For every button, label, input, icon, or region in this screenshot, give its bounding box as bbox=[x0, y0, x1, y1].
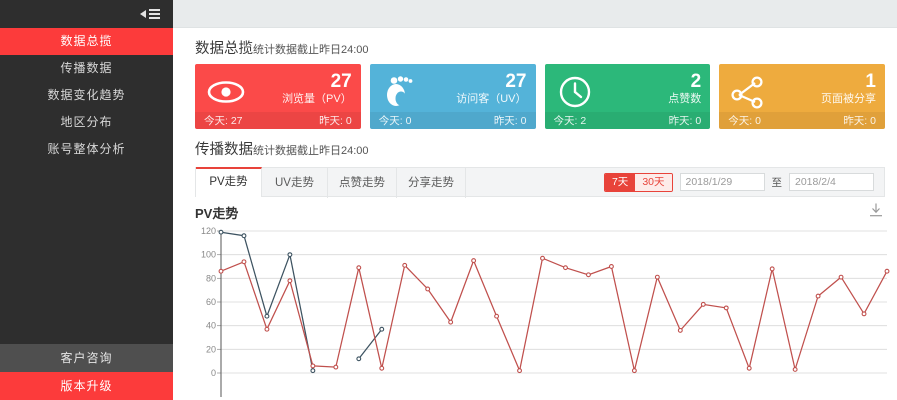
tab-label: UV走势 bbox=[275, 177, 314, 189]
spread-subtitle: 统计数据截止昨日24:00 bbox=[253, 145, 369, 157]
svg-text:80: 80 bbox=[206, 273, 216, 283]
main-content: 数据总揽统计数据截止昨日24:00 27 浏览量（PV） 今天: 27 bbox=[173, 28, 897, 400]
stat-label: 访问客（UV） bbox=[456, 93, 527, 105]
pv-trend-chart[interactable]: 120 100 80 60 40 20 0 bbox=[195, 225, 895, 397]
clock-icon bbox=[556, 75, 596, 109]
sidebar: 数据总揽 传播数据 数据变化趋势 地区分布 账号整体分析 客户咨询 版本升级 bbox=[0, 0, 173, 400]
stat-today: 今天: 0 bbox=[728, 115, 761, 127]
stat-today: 今天: 0 bbox=[378, 115, 412, 127]
chart-title: PV走势 bbox=[195, 206, 239, 221]
stat-value: 2 bbox=[690, 71, 702, 92]
sidebar-item-region-distribution[interactable]: 地区分布 bbox=[0, 109, 173, 136]
tab-like-trend[interactable]: 点赞走势 bbox=[328, 168, 397, 198]
stat-today: 今天: 27 bbox=[204, 115, 243, 127]
svg-text:120: 120 bbox=[201, 226, 216, 236]
spread-title: 传播数据 bbox=[195, 142, 253, 158]
tab-label: 分享走势 bbox=[408, 177, 454, 189]
stat-yesterday: 昨天: 0 bbox=[843, 115, 876, 127]
stat-footer: 今天: 0 昨天: 0 bbox=[719, 112, 885, 129]
download-icon[interactable] bbox=[869, 203, 883, 217]
stat-card-pv[interactable]: 27 浏览量（PV） 今天: 27 昨天: 0 bbox=[195, 64, 361, 129]
stat-yesterday: 昨天: 0 bbox=[319, 115, 352, 127]
sidebar-item-label: 账号整体分析 bbox=[47, 142, 126, 156]
svg-text:60: 60 bbox=[206, 297, 216, 307]
sidebar-bottom-label: 客户咨询 bbox=[60, 351, 113, 365]
stat-cards: 27 浏览量（PV） 今天: 27 昨天: 0 bbox=[195, 64, 885, 129]
sidebar-nav: 数据总揽 传播数据 数据变化趋势 地区分布 账号整体分析 bbox=[0, 28, 173, 163]
stat-label: 点赞数 bbox=[668, 93, 702, 105]
stat-label: 页面被分享 bbox=[821, 93, 876, 105]
sidebar-item-label: 地区分布 bbox=[60, 115, 113, 129]
tab-uv-trend[interactable]: UV走势 bbox=[262, 168, 328, 198]
stat-card-uv[interactable]: 27 访问客（UV） 今天: 0 昨天: 0 bbox=[369, 64, 536, 129]
eye-icon bbox=[206, 75, 246, 109]
date-to-input[interactable] bbox=[789, 173, 874, 191]
overview-subtitle: 统计数据截止昨日24:00 bbox=[253, 44, 369, 56]
tab-share-trend[interactable]: 分享走势 bbox=[397, 168, 466, 198]
stat-footer: 今天: 27 昨天: 0 bbox=[195, 112, 361, 129]
sidebar-item-customer-service[interactable]: 客户咨询 bbox=[0, 344, 173, 372]
stat-today: 今天: 2 bbox=[553, 115, 587, 127]
svg-text:0: 0 bbox=[211, 368, 216, 378]
stat-value: 27 bbox=[330, 71, 352, 92]
stat-footer: 今天: 2 昨天: 0 bbox=[544, 112, 711, 129]
stat-yesterday: 昨天: 0 bbox=[668, 115, 702, 127]
chart-header: PV走势 bbox=[195, 197, 885, 222]
tab-list: PV走势 UV走势 点赞走势 分享走势 bbox=[196, 167, 466, 198]
overview-title: 数据总揽 bbox=[195, 41, 253, 57]
stat-yesterday: 昨天: 0 bbox=[493, 115, 527, 127]
chart-canvas: 120 100 80 60 40 20 0 bbox=[201, 226, 890, 397]
range-label: 30天 bbox=[642, 175, 665, 188]
tab-pv-trend[interactable]: PV走势 bbox=[196, 167, 262, 197]
sidebar-bottom-label: 版本升级 bbox=[60, 379, 113, 393]
sidebar-item-version-upgrade[interactable]: 版本升级 bbox=[0, 372, 173, 400]
stat-card-shares[interactable]: 1 页面被分享 今天: 0 昨天: 0 bbox=[719, 64, 885, 129]
stat-footer: 今天: 0 昨天: 0 bbox=[369, 112, 536, 129]
stat-card-likes[interactable]: 2 点赞数 今天: 2 昨天: 0 bbox=[544, 64, 711, 129]
svg-text:100: 100 bbox=[201, 250, 216, 260]
spread-tabbar: PV走势 UV走势 点赞走势 分享走势 7天 30天 至 bbox=[195, 167, 885, 198]
sidebar-item-data-trend[interactable]: 数据变化趋势 bbox=[0, 82, 173, 109]
overview-section-title: 数据总揽统计数据截止昨日24:00 bbox=[195, 28, 885, 64]
chart-filters: 7天 30天 至 bbox=[603, 168, 884, 196]
stat-label: 浏览量（PV） bbox=[282, 93, 352, 105]
sidebar-spacer bbox=[0, 163, 173, 344]
range-30-days-button[interactable]: 30天 bbox=[635, 173, 672, 191]
sidebar-item-label: 数据总揽 bbox=[60, 34, 113, 48]
tab-label: PV走势 bbox=[209, 176, 248, 188]
range-7-days-button[interactable]: 7天 bbox=[604, 173, 636, 191]
sidebar-header bbox=[0, 0, 173, 28]
stat-value: 1 bbox=[865, 71, 876, 92]
sidebar-item-account-analysis[interactable]: 账号整体分析 bbox=[0, 136, 173, 163]
svg-text:40: 40 bbox=[206, 321, 216, 331]
svg-text:20: 20 bbox=[206, 344, 216, 354]
range-label: 7天 bbox=[611, 175, 629, 188]
range-toggle-group: 7天 30天 bbox=[603, 172, 673, 192]
share-icon bbox=[730, 75, 770, 109]
stat-value: 27 bbox=[505, 71, 527, 92]
sidebar-item-spread-data[interactable]: 传播数据 bbox=[0, 55, 173, 82]
sidebar-item-overview[interactable]: 数据总揽 bbox=[0, 28, 173, 55]
date-from-input[interactable] bbox=[679, 173, 765, 191]
sidebar-item-label: 数据变化趋势 bbox=[47, 88, 126, 102]
tab-label: 点赞走势 bbox=[339, 177, 385, 189]
collapse-sidebar-icon[interactable] bbox=[139, 6, 161, 22]
date-separator-label: 至 bbox=[771, 176, 783, 189]
sidebar-item-label: 传播数据 bbox=[60, 61, 113, 75]
top-bar bbox=[173, 0, 897, 28]
footprint-icon bbox=[381, 75, 421, 109]
spread-section-title: 传播数据统计数据截止昨日24:00 bbox=[195, 129, 885, 165]
